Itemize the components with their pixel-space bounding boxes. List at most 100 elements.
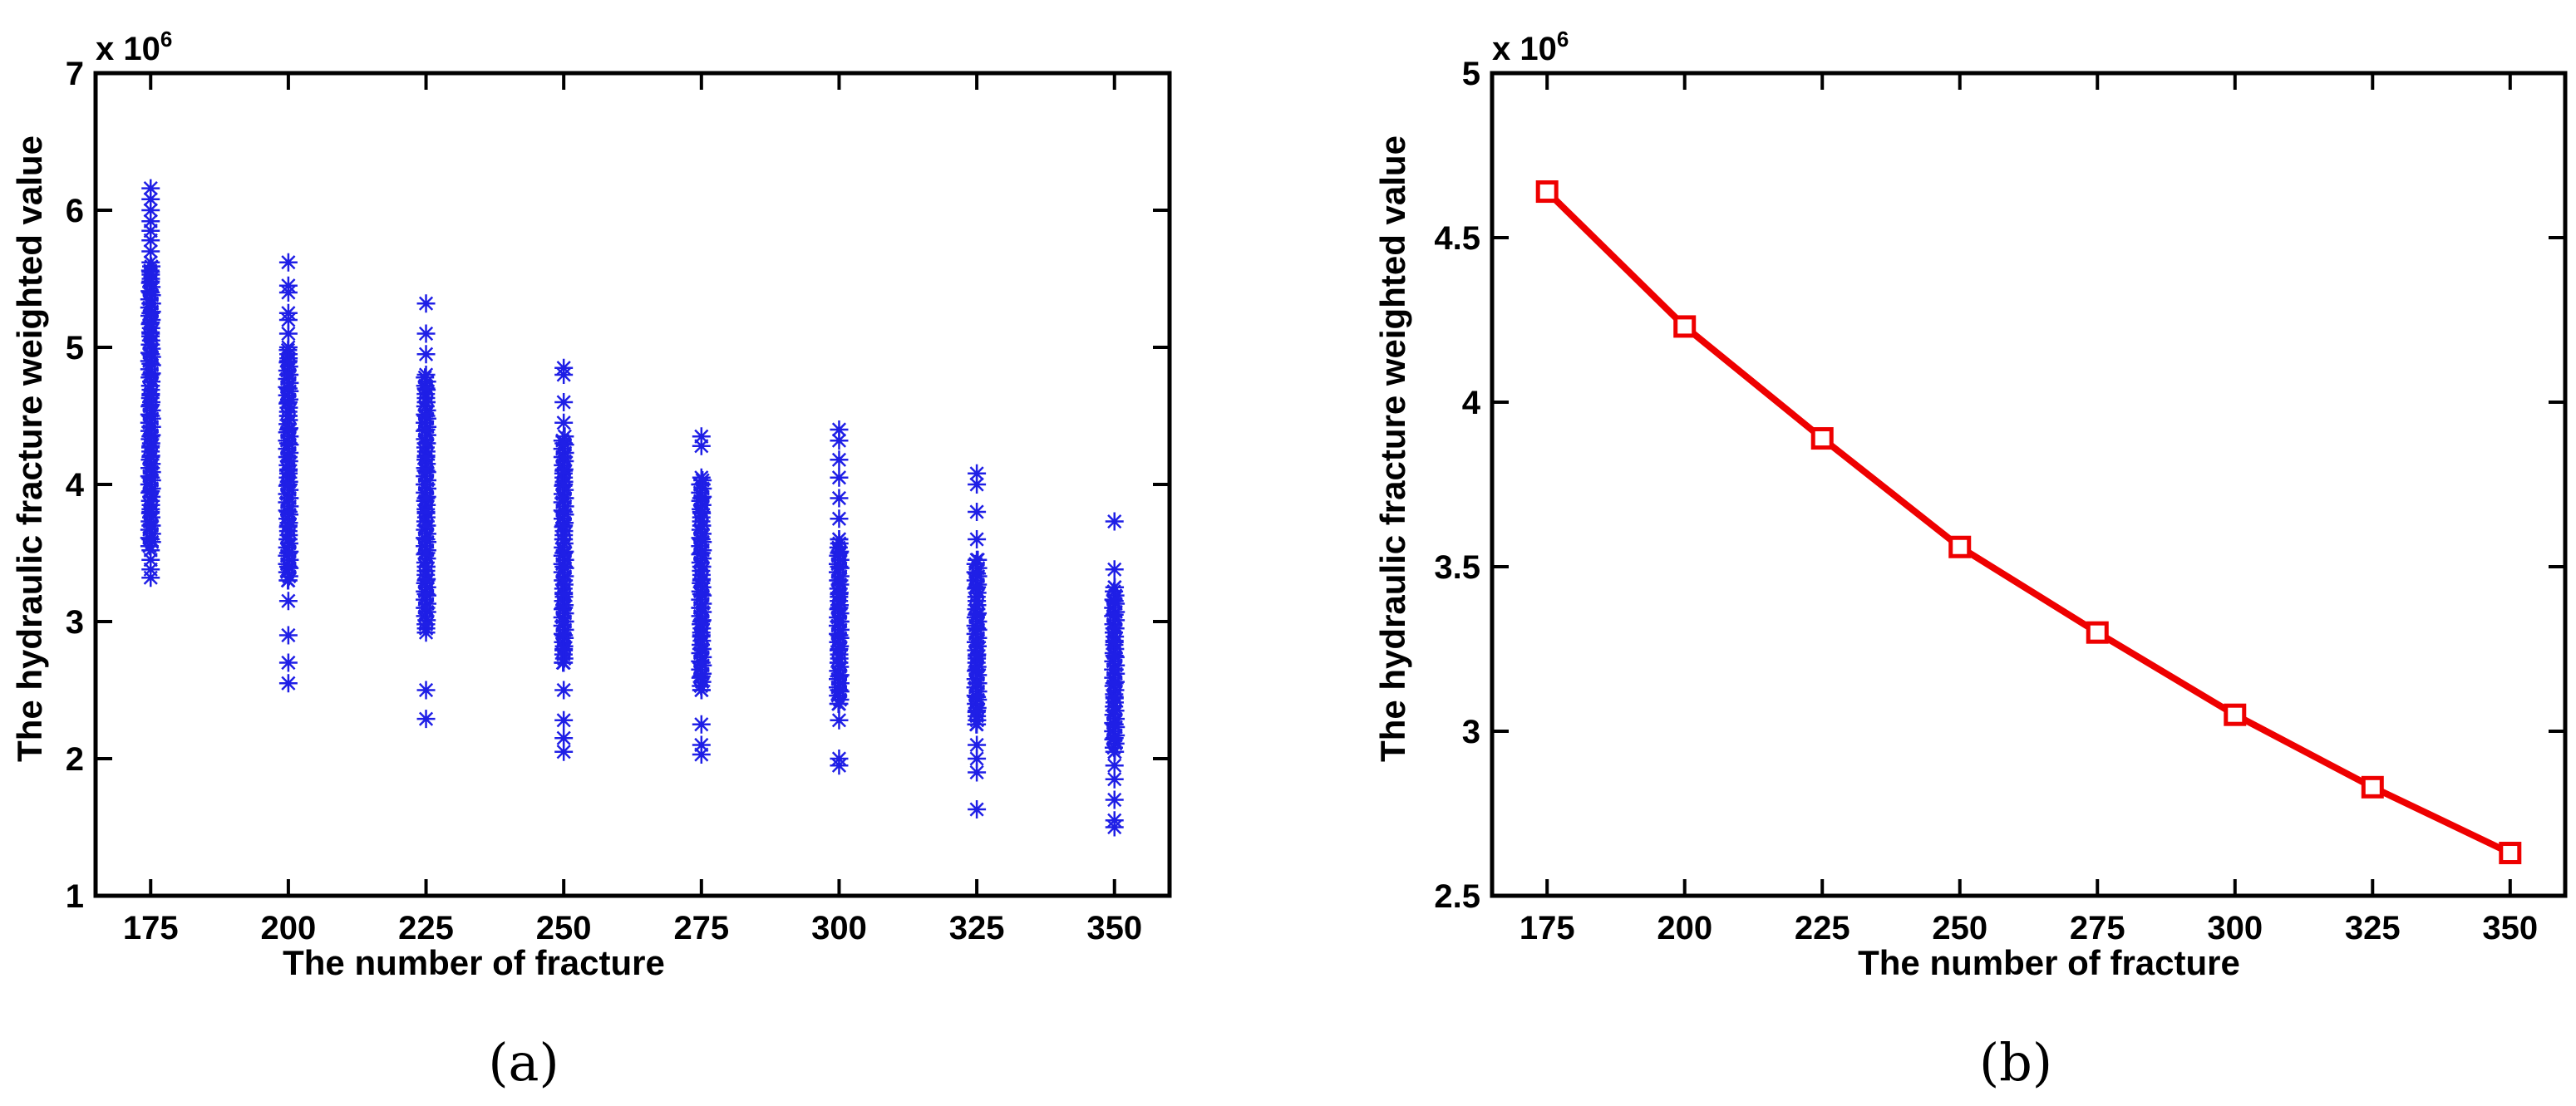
scatter-point xyxy=(554,681,574,700)
scatter-point xyxy=(141,313,160,332)
scatter-point xyxy=(141,376,160,396)
panel-b-x-ticks: 175 200 225 250 275 300 325 350 xyxy=(1519,73,2538,946)
b-xtick-label: 200 xyxy=(1657,910,1712,946)
panel-b-caption: (b) xyxy=(1979,1032,2052,1093)
panel-a-plot-frame xyxy=(93,71,1172,898)
scatter-point xyxy=(141,366,160,384)
series-line xyxy=(1544,189,2512,857)
scatter-point xyxy=(1105,660,1124,679)
series-point xyxy=(2086,621,2109,644)
scatter-point xyxy=(141,189,160,209)
scatter-point xyxy=(830,489,849,508)
scatter-point xyxy=(968,632,987,651)
scatter-point xyxy=(554,461,574,480)
a-xtick-label: 275 xyxy=(673,910,729,946)
series-point xyxy=(1673,315,1697,338)
scatter-point xyxy=(141,427,160,446)
scatter-point xyxy=(278,448,298,466)
scatter-point xyxy=(692,516,711,535)
scatter-point xyxy=(554,530,574,548)
scatter-point xyxy=(1105,756,1124,775)
scatter-point xyxy=(554,710,574,730)
scatter-point xyxy=(692,626,711,645)
series-point xyxy=(2499,842,2522,865)
scatter-point xyxy=(692,612,711,631)
scatter-point xyxy=(416,615,436,634)
panel-b-y-ticks: 2.5 3 3.5 4 4.5 5 xyxy=(1434,56,2565,915)
scatter-point xyxy=(278,626,298,645)
scatter-point xyxy=(554,612,574,631)
scatter-point xyxy=(692,427,711,446)
scatter-point xyxy=(141,436,160,455)
b-xtick-label: 225 xyxy=(1795,910,1850,946)
scatter-point xyxy=(416,406,436,425)
scatter-point xyxy=(141,516,160,535)
scatter-point xyxy=(278,530,298,548)
a-ytick-label: 3 xyxy=(66,604,84,641)
scatter-point xyxy=(553,431,572,450)
scatter-point xyxy=(554,413,574,432)
panel-a-scatter-points xyxy=(140,179,1125,837)
scatter-point xyxy=(278,366,298,384)
scatter-point xyxy=(830,681,849,700)
scatter-point xyxy=(416,368,435,387)
scatter-point xyxy=(968,674,987,693)
b-ytick-label: 3.5 xyxy=(1434,549,1480,586)
chart-panel-a: The hydraulic fracture weighted value x … xyxy=(10,27,1172,1093)
series-point xyxy=(1535,180,1559,204)
scatter-point xyxy=(692,571,711,590)
scatter-point xyxy=(554,585,574,603)
panel-a-xlabel: The number of fracture xyxy=(283,943,665,982)
scatter-point xyxy=(968,715,987,734)
b-ytick-label: 2.5 xyxy=(1434,878,1480,915)
scatter-point xyxy=(968,735,987,755)
scatter-point xyxy=(278,653,298,672)
series-point xyxy=(2224,703,2247,726)
scatter-point xyxy=(830,530,849,548)
panel-b-exponent-power: 6 xyxy=(1557,27,1569,52)
scatter-point xyxy=(968,530,987,548)
b-xtick-label: 350 xyxy=(2482,910,2538,946)
scatter-point xyxy=(141,560,160,579)
scatter-point xyxy=(692,489,711,508)
scatter-point xyxy=(830,710,849,730)
scatter-point xyxy=(416,475,436,494)
scatter-point xyxy=(1105,605,1124,624)
scatter-point xyxy=(1105,578,1124,597)
scatter-point xyxy=(830,598,849,617)
scatter-point xyxy=(692,585,711,603)
scatter-point xyxy=(278,461,298,480)
scatter-point xyxy=(1105,687,1124,706)
scatter-point xyxy=(554,503,574,521)
scatter-point xyxy=(278,571,298,590)
scatter-point xyxy=(554,598,574,617)
scatter-point xyxy=(692,436,711,455)
scatter-point xyxy=(278,393,298,411)
scatter-point xyxy=(278,276,298,295)
scatter-point xyxy=(1105,674,1124,693)
a-ytick-label: 4 xyxy=(66,467,85,504)
scatter-point xyxy=(278,674,298,693)
scatter-point xyxy=(141,324,160,343)
scatter-point xyxy=(692,598,711,617)
scatter-point xyxy=(1105,592,1124,611)
b-ytick-label: 3 xyxy=(1462,714,1480,750)
scatter-point xyxy=(830,509,849,528)
scatter-point xyxy=(830,667,849,686)
scatter-point xyxy=(141,448,160,466)
scatter-point xyxy=(416,571,436,590)
scatter-point xyxy=(416,489,436,508)
scatter-point xyxy=(968,503,987,521)
scatter-point xyxy=(968,475,987,494)
scatter-point xyxy=(692,715,711,734)
scatter-point xyxy=(141,406,160,425)
scatter-point xyxy=(141,417,160,436)
scatter-point xyxy=(830,558,849,576)
scatter-point xyxy=(141,221,160,240)
panel-a-exponent-base: x 10 xyxy=(96,31,160,67)
scatter-point xyxy=(692,640,711,658)
scatter-point xyxy=(830,450,849,469)
scatter-point xyxy=(968,646,987,666)
scatter-point xyxy=(141,179,160,198)
